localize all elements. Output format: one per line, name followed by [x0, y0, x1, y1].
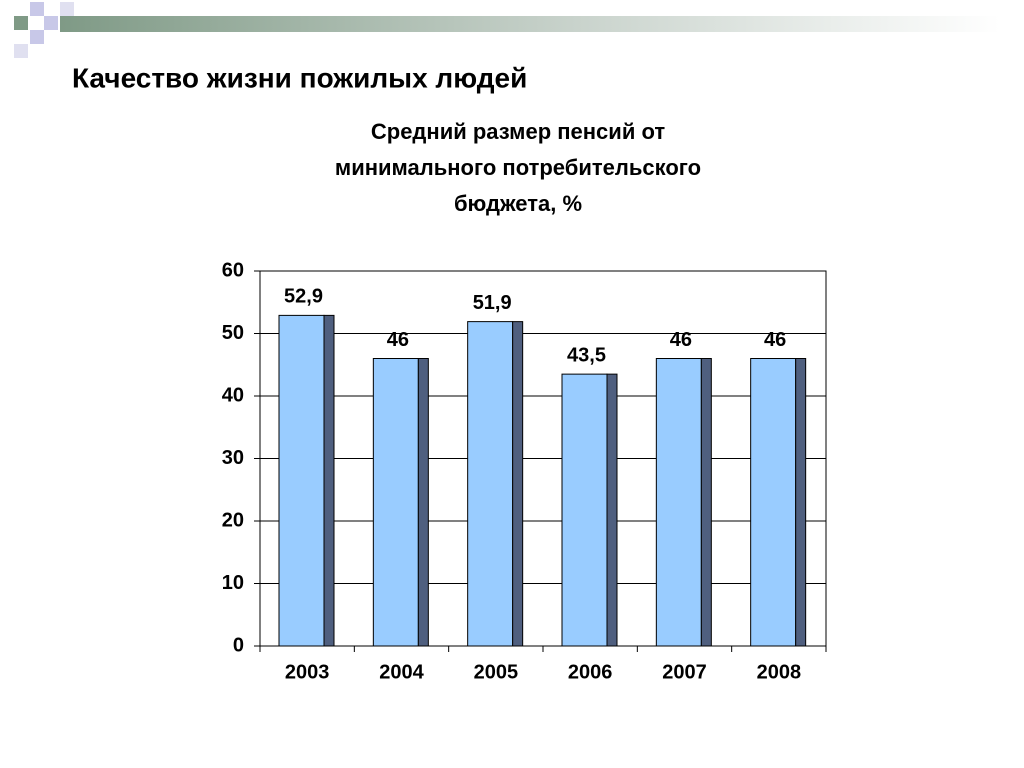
bar-side	[417, 358, 429, 647]
bar-side	[606, 373, 618, 647]
bar-side	[323, 314, 335, 647]
x-tick-label: 2005	[474, 661, 519, 683]
header-decoration	[14, 2, 1000, 58]
x-tick-label: 2008	[757, 661, 802, 683]
bar	[278, 314, 325, 647]
bar-side	[700, 358, 712, 647]
y-tick-label: 0	[233, 634, 244, 656]
chart-title: Средний размер пенсий от	[371, 119, 665, 144]
bar-side	[795, 358, 807, 647]
x-tick-label: 2003	[285, 661, 330, 683]
data-label: 52,9	[284, 286, 323, 308]
data-label: 46	[387, 329, 409, 351]
y-tick-label: 20	[222, 509, 244, 531]
data-label: 43,5	[567, 344, 606, 366]
y-tick-label: 60	[222, 259, 244, 281]
bar	[655, 358, 702, 647]
bar	[467, 321, 514, 647]
x-tick-label: 2004	[379, 661, 424, 683]
data-label: 46	[764, 329, 786, 351]
y-tick-label: 10	[222, 572, 244, 594]
bar-side	[512, 321, 524, 647]
x-tick-label: 2007	[662, 661, 707, 683]
chart-title: минимального потребительского	[335, 155, 701, 180]
chart-title: бюджета, %	[454, 191, 582, 216]
x-tick-label: 2006	[568, 661, 613, 683]
data-label: 51,9	[473, 292, 512, 314]
slide-title: Качество жизни пожилых людей	[72, 62, 527, 93]
y-tick-label: 40	[222, 384, 244, 406]
data-label: 46	[670, 329, 692, 351]
bar	[750, 358, 797, 647]
bar	[372, 358, 419, 647]
y-tick-label: 30	[222, 447, 244, 469]
y-tick-label: 50	[222, 322, 244, 344]
bar	[561, 373, 608, 647]
